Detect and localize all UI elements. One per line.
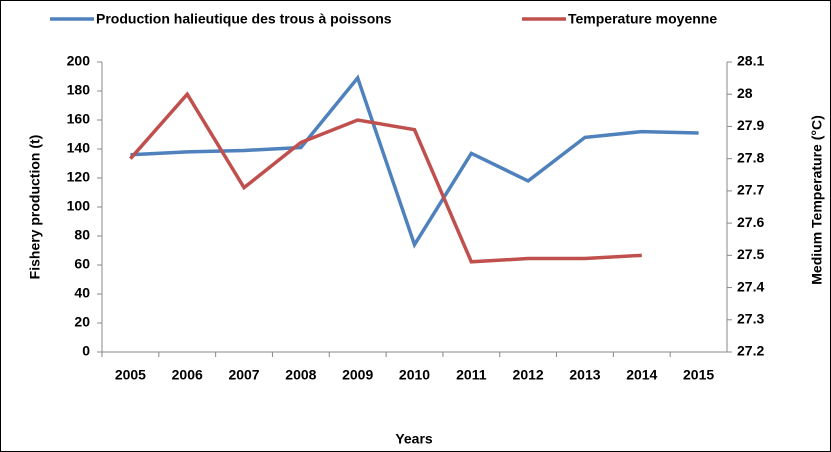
x-tick-label: 2006 (172, 367, 203, 383)
y-tick-label: 20 (74, 314, 90, 330)
x-tick-label: 2005 (115, 367, 146, 383)
y-tick-label: 200 (67, 53, 91, 69)
y2-tick-label: 27.4 (737, 278, 764, 294)
x-tick-label: 2009 (342, 367, 373, 383)
x-tick-label: 2013 (569, 367, 600, 383)
y-tick-label: 80 (74, 227, 90, 243)
series-line (129, 91, 642, 264)
y-axis-label: Fishery production (t) (27, 135, 43, 280)
y-tick-label: 100 (67, 198, 91, 214)
y-tick-label: 0 (82, 343, 90, 359)
y2-tick-label: 27.9 (737, 117, 764, 133)
x-tick-label: 2007 (228, 367, 259, 383)
y2-tick-label: 28.1 (737, 53, 764, 69)
y-tick-label: 140 (67, 140, 91, 156)
y2-tick-label: 27.2 (737, 343, 764, 359)
x-tick-label: 2015 (683, 367, 714, 383)
y-tick-label: 40 (74, 285, 90, 301)
x-tick-label: 2011 (456, 367, 487, 383)
x-tick-label: 2012 (513, 367, 544, 383)
series-line (130, 74, 699, 249)
y2-tick-label: 27.3 (737, 310, 764, 326)
x-tick-label: 2008 (285, 367, 316, 383)
legend-label: Production halieutique des trous à poiss… (96, 11, 392, 27)
y2-tick-label: 28 (737, 85, 753, 101)
x-tick-label: 2010 (399, 367, 430, 383)
y2-tick-label: 27.7 (737, 182, 764, 198)
y2-tick-label: 27.6 (737, 214, 764, 230)
y-tick-label: 120 (67, 169, 91, 185)
x-tick-label: 2014 (626, 367, 657, 383)
y-tick-label: 160 (67, 111, 91, 127)
y2-tick-label: 27.8 (737, 149, 764, 165)
x-axis-label: Years (395, 431, 433, 447)
legend-label: Temperature moyenne (568, 11, 717, 27)
y-tick-label: 60 (74, 256, 90, 272)
y2-axis-label: Medium Temperature (°C) (809, 115, 825, 284)
y-tick-label: 180 (67, 82, 91, 98)
y2-tick-label: 27.5 (737, 246, 764, 262)
